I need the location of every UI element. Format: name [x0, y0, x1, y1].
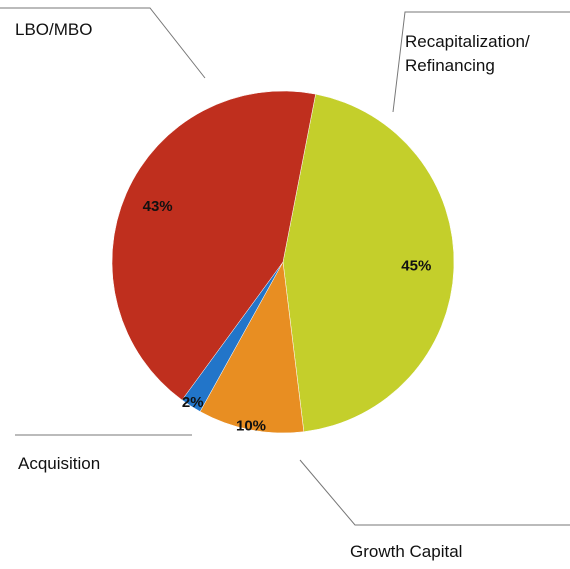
value-label: 45% [401, 258, 431, 275]
category-label: LBO/MBO [15, 20, 93, 39]
value-label: 10% [236, 417, 266, 434]
value-label: 2% [182, 394, 204, 411]
category-label: Acquisition [18, 454, 101, 473]
leader-line [299, 459, 570, 526]
category-label: Recapitalization/ Refinancing [405, 32, 530, 75]
pie-slice [199, 261, 305, 434]
pie-slice [111, 90, 316, 401]
value-label: 43% [143, 198, 173, 215]
category-label: Growth Capital [350, 542, 463, 561]
leader-line [0, 7, 206, 79]
leader-line [392, 11, 570, 113]
pie-slice [282, 93, 455, 433]
